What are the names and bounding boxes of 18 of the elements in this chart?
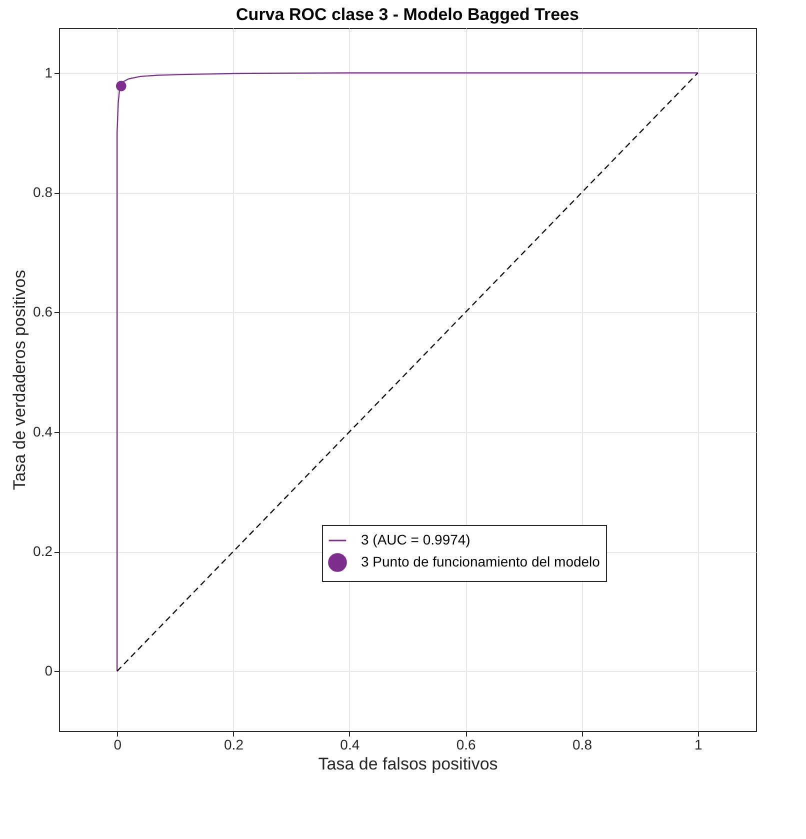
y-tick-label: 0.4 xyxy=(33,423,53,440)
legend-label: 3 (AUC = 0.9974) xyxy=(361,532,470,548)
y-tick-label: 0.8 xyxy=(33,184,53,200)
x-axis-title: Tasa de falsos positivos xyxy=(318,754,498,774)
x-tick-label: 0.6 xyxy=(456,736,476,752)
legend-label: 3 Punto de funcionamiento del modelo xyxy=(361,554,600,570)
y-tick-label: 0.2 xyxy=(33,543,53,560)
x-tick-label: 0.2 xyxy=(224,736,244,752)
x-tick-label: 0 xyxy=(114,736,122,752)
chart-title: Curva ROC clase 3 - Modelo Bagged Trees xyxy=(236,5,579,24)
y-tick-label: 0.6 xyxy=(33,304,53,320)
y-tick-label: 0 xyxy=(44,662,53,679)
line-series xyxy=(116,72,699,672)
y-axis-title: Tasa de verdaderos positivos xyxy=(10,270,30,490)
x-tick-label: 0.8 xyxy=(572,736,592,752)
x-tick-label: 0.4 xyxy=(340,736,360,752)
y-tick-label: 1 xyxy=(44,64,53,80)
x-tick-label: 1 xyxy=(694,736,703,752)
